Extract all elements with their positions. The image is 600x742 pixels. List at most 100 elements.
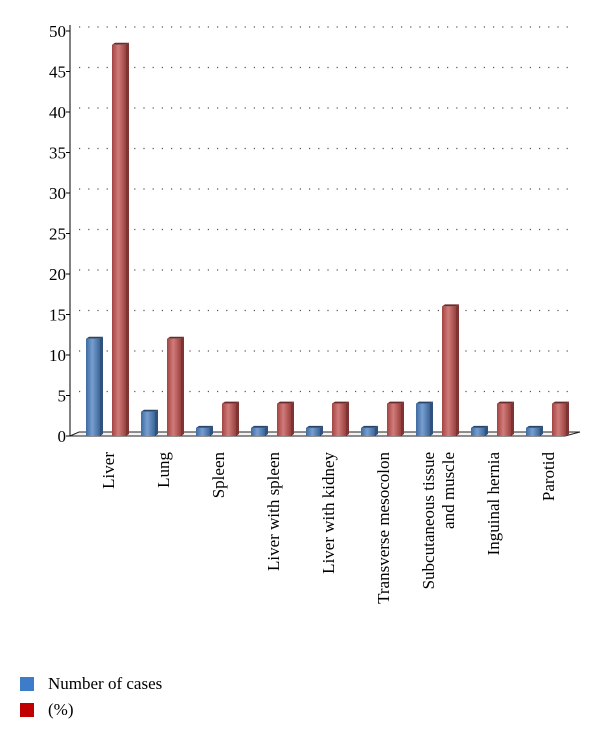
bar-top [387, 401, 404, 404]
bar-percent [167, 336, 184, 436]
bar-side [430, 401, 433, 436]
x-category-label: Parotid [539, 452, 558, 502]
bar-top [196, 425, 213, 428]
bar-front [552, 403, 566, 436]
bar-front [167, 338, 181, 436]
bar-side [320, 425, 323, 436]
bar-top [332, 401, 349, 404]
bar-front [306, 427, 320, 436]
bar-front [497, 403, 511, 436]
x-category-label: Inguinal hernia [484, 452, 503, 556]
bar-side [181, 336, 184, 436]
y-tick-label: 35 [49, 144, 66, 163]
bar-side [375, 425, 378, 436]
x-axis-labels: Liver Lung Spleen Liver with spleen Liver wi… [99, 452, 558, 604]
y-tick-label: 45 [49, 63, 66, 82]
bar-number-of-cases [416, 401, 433, 436]
x-category-label: Spleen [209, 452, 228, 499]
bar-side [346, 401, 349, 436]
y-tick-label: 15 [49, 306, 66, 325]
bar-front [361, 427, 375, 436]
x-category-label: Liver with spleen [264, 452, 283, 571]
bar-percent [442, 304, 459, 436]
legend-label-percent: (%) [48, 700, 74, 719]
bar-side [401, 401, 404, 436]
bar-front [251, 427, 265, 436]
bar-front [471, 427, 485, 436]
bar-number-of-cases [306, 425, 323, 436]
bar-number-of-cases [251, 425, 268, 436]
bar-top [497, 401, 514, 404]
bar-top [141, 409, 158, 412]
bar-front [526, 427, 540, 436]
bar-side [126, 42, 129, 437]
x-category-label: Subcutaneous tissue [419, 452, 438, 589]
bar-side [511, 401, 514, 436]
bar-side [456, 304, 459, 436]
bar-front [277, 403, 291, 436]
bar-top [552, 401, 569, 404]
legend-item-number-of-cases: Number of cases [20, 672, 162, 696]
bar-front [196, 427, 210, 436]
x-category-label: Transverse mesocolon [374, 452, 393, 604]
bar-side [210, 425, 213, 436]
bar-top [442, 304, 459, 307]
bar-number-of-cases [196, 425, 213, 436]
bar-top [222, 401, 239, 404]
bar-top [86, 336, 103, 339]
bar-top [251, 425, 268, 428]
bar-side [155, 409, 158, 436]
bar-top [416, 401, 433, 404]
y-tick-label: 10 [49, 346, 66, 365]
bar-side [236, 401, 239, 436]
x-category-label: and muscle [439, 452, 458, 529]
bar-number-of-cases [361, 425, 378, 436]
bar-percent [112, 42, 129, 437]
y-tick-label: 0 [58, 427, 67, 446]
y-axis: 0 5 10 15 20 25 30 35 40 45 50 [49, 22, 71, 446]
bar-side [291, 401, 294, 436]
bar-front [416, 403, 430, 436]
bar-side [566, 401, 569, 436]
bar-top [167, 336, 184, 339]
bar-front [442, 306, 456, 436]
bar-side [100, 336, 103, 436]
legend-swatch-percent [20, 703, 34, 717]
bar-front [387, 403, 401, 436]
bar-top [526, 425, 543, 428]
bar-number-of-cases [141, 409, 158, 436]
bar-side [265, 425, 268, 436]
x-category-label: Lung [154, 452, 173, 488]
bar-front [112, 44, 126, 437]
bar-percent [332, 401, 349, 436]
bar-number-of-cases [86, 336, 103, 436]
x-category-label: Liver with kidney [319, 452, 338, 574]
bar-front [86, 338, 100, 436]
bar-top [306, 425, 323, 428]
bar-percent [222, 401, 239, 436]
bar-percent [552, 401, 569, 436]
y-tick-label: 5 [58, 387, 67, 406]
bar-front [141, 411, 155, 436]
bar-top [112, 42, 129, 45]
y-tick-label: 20 [49, 265, 66, 284]
y-tick-label: 40 [49, 103, 66, 122]
y-tick-label: 50 [49, 22, 66, 41]
bar-side [485, 425, 488, 436]
y-tick-label: 30 [49, 184, 66, 203]
bar-percent [387, 401, 404, 436]
bar-top [277, 401, 294, 404]
grid-lines [79, 26, 574, 393]
bar-front [222, 403, 236, 436]
legend-swatch-number-of-cases [20, 677, 34, 691]
bar-side [540, 425, 543, 436]
bar-top [471, 425, 488, 428]
bar-number-of-cases [471, 425, 488, 436]
legend-label-number-of-cases: Number of cases [48, 674, 163, 693]
bar-percent [277, 401, 294, 436]
bar-front [332, 403, 346, 436]
bar-top [361, 425, 378, 428]
x-category-label: Liver [99, 452, 118, 489]
legend: Number of cases (%) [20, 672, 162, 724]
